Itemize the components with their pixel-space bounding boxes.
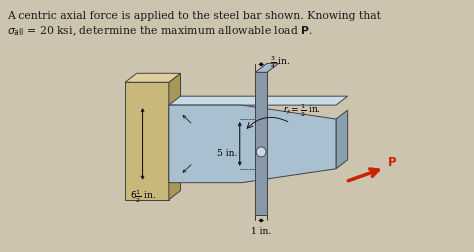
Polygon shape xyxy=(125,82,169,200)
Text: $6\frac{1}{2}$ in.: $6\frac{1}{2}$ in. xyxy=(130,188,156,205)
Polygon shape xyxy=(169,105,336,183)
Polygon shape xyxy=(336,110,347,169)
Text: 5 in.: 5 in. xyxy=(218,149,238,158)
Circle shape xyxy=(256,147,266,157)
Text: $\frac{3}{4}$ in.: $\frac{3}{4}$ in. xyxy=(270,54,291,71)
Polygon shape xyxy=(169,96,347,105)
Polygon shape xyxy=(169,73,181,200)
Text: A centric axial force is applied to the steel bar shown. Knowing that: A centric axial force is applied to the … xyxy=(8,11,382,21)
Text: $r_f = \frac{1}{2}$ in.: $r_f = \frac{1}{2}$ in. xyxy=(283,103,320,119)
Text: $\mathbf{P}$: $\mathbf{P}$ xyxy=(387,156,398,169)
Polygon shape xyxy=(255,63,279,72)
Text: 1 in.: 1 in. xyxy=(251,227,271,236)
FancyBboxPatch shape xyxy=(255,72,267,214)
Text: $\sigma_{\rm all}$ = 20 ksi, determine the maximum allowable load $\mathbf{P}$.: $\sigma_{\rm all}$ = 20 ksi, determine t… xyxy=(8,24,314,38)
Polygon shape xyxy=(125,73,181,82)
